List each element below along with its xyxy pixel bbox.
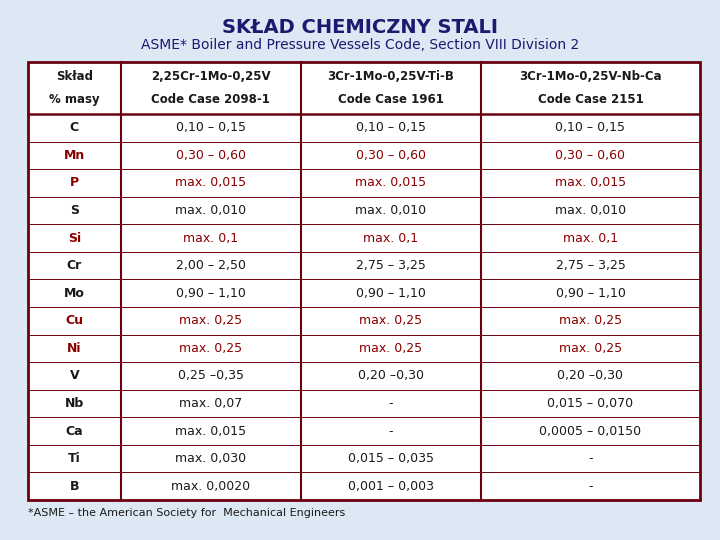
Text: max. 0,1: max. 0,1: [183, 232, 238, 245]
Text: *ASME – the American Society for  Mechanical Engineers: *ASME – the American Society for Mechani…: [28, 508, 346, 518]
Text: max. 0,010: max. 0,010: [555, 204, 626, 217]
Text: 0,90 – 1,10: 0,90 – 1,10: [176, 287, 246, 300]
Text: 0,015 – 0,035: 0,015 – 0,035: [348, 452, 434, 465]
Text: Mo: Mo: [64, 287, 85, 300]
Text: % masy: % masy: [49, 93, 99, 106]
Text: 0,20 –0,30: 0,20 –0,30: [557, 369, 624, 382]
Text: 0,10 – 0,15: 0,10 – 0,15: [176, 122, 246, 134]
Text: max. 0,0020: max. 0,0020: [171, 480, 251, 492]
Text: 0,90 – 1,10: 0,90 – 1,10: [356, 287, 426, 300]
Text: Si: Si: [68, 232, 81, 245]
Bar: [28, 62, 700, 500]
Text: Skład: Skład: [56, 70, 93, 83]
Text: max. 0,25: max. 0,25: [559, 342, 622, 355]
Text: 0,20 –0,30: 0,20 –0,30: [358, 369, 424, 382]
Text: max. 0,25: max. 0,25: [179, 342, 243, 355]
Text: Ti: Ti: [68, 452, 81, 465]
Text: 0,10 – 0,15: 0,10 – 0,15: [555, 122, 626, 134]
Text: Nb: Nb: [65, 397, 84, 410]
Bar: [28, 62, 700, 500]
Text: max. 0,25: max. 0,25: [359, 342, 423, 355]
Text: P: P: [70, 177, 79, 190]
Text: 0,10 – 0,15: 0,10 – 0,15: [356, 122, 426, 134]
Text: 0,90 – 1,10: 0,90 – 1,10: [556, 287, 626, 300]
Text: max. 0,25: max. 0,25: [359, 314, 423, 327]
Text: Mn: Mn: [64, 149, 85, 162]
Text: 0,30 – 0,60: 0,30 – 0,60: [356, 149, 426, 162]
Text: max. 0,015: max. 0,015: [175, 424, 246, 437]
Text: 2,00 – 2,50: 2,00 – 2,50: [176, 259, 246, 272]
Text: 2,75 – 3,25: 2,75 – 3,25: [556, 259, 626, 272]
Text: max. 0,1: max. 0,1: [364, 232, 418, 245]
Text: max. 0,010: max. 0,010: [175, 204, 246, 217]
Text: max. 0,25: max. 0,25: [559, 314, 622, 327]
Text: 0,015 – 0,070: 0,015 – 0,070: [547, 397, 634, 410]
Text: 0,001 – 0,003: 0,001 – 0,003: [348, 480, 434, 492]
Text: max. 0,030: max. 0,030: [175, 452, 246, 465]
Text: ASME* Boiler and Pressure Vessels Code, Section VIII Division 2: ASME* Boiler and Pressure Vessels Code, …: [141, 38, 579, 52]
Text: 0,0005 – 0,0150: 0,0005 – 0,0150: [539, 424, 642, 437]
Text: max. 0,1: max. 0,1: [563, 232, 618, 245]
Text: 2,25Cr-1Mo-0,25V: 2,25Cr-1Mo-0,25V: [151, 70, 271, 83]
Text: Ni: Ni: [67, 342, 81, 355]
Text: Cr: Cr: [67, 259, 82, 272]
Text: 0,30 – 0,60: 0,30 – 0,60: [176, 149, 246, 162]
Text: B: B: [70, 480, 79, 492]
Text: S: S: [70, 204, 79, 217]
Text: 0,25 –0,35: 0,25 –0,35: [178, 369, 244, 382]
Text: 3Cr-1Mo-0,25V-Nb-Ca: 3Cr-1Mo-0,25V-Nb-Ca: [519, 70, 662, 83]
Text: Code Case 1961: Code Case 1961: [338, 93, 444, 106]
Text: -: -: [588, 452, 593, 465]
Text: -: -: [588, 480, 593, 492]
Text: max. 0,015: max. 0,015: [175, 177, 246, 190]
Text: V: V: [70, 369, 79, 382]
Text: -: -: [389, 397, 393, 410]
Text: -: -: [389, 424, 393, 437]
Text: 0,30 – 0,60: 0,30 – 0,60: [555, 149, 626, 162]
Text: max. 0,25: max. 0,25: [179, 314, 243, 327]
Text: max. 0,015: max. 0,015: [355, 177, 426, 190]
Text: Code Case 2151: Code Case 2151: [538, 93, 644, 106]
Text: SKŁAD CHEMICZNY STALI: SKŁAD CHEMICZNY STALI: [222, 18, 498, 37]
Text: max. 0,010: max. 0,010: [355, 204, 426, 217]
Text: max. 0,015: max. 0,015: [555, 177, 626, 190]
Text: 2,75 – 3,25: 2,75 – 3,25: [356, 259, 426, 272]
Text: Ca: Ca: [66, 424, 84, 437]
Text: C: C: [70, 122, 79, 134]
Text: 3Cr-1Mo-0,25V-Ti-B: 3Cr-1Mo-0,25V-Ti-B: [328, 70, 454, 83]
Text: Cu: Cu: [66, 314, 84, 327]
Text: max. 0,07: max. 0,07: [179, 397, 243, 410]
Text: Code Case 2098-1: Code Case 2098-1: [151, 93, 270, 106]
